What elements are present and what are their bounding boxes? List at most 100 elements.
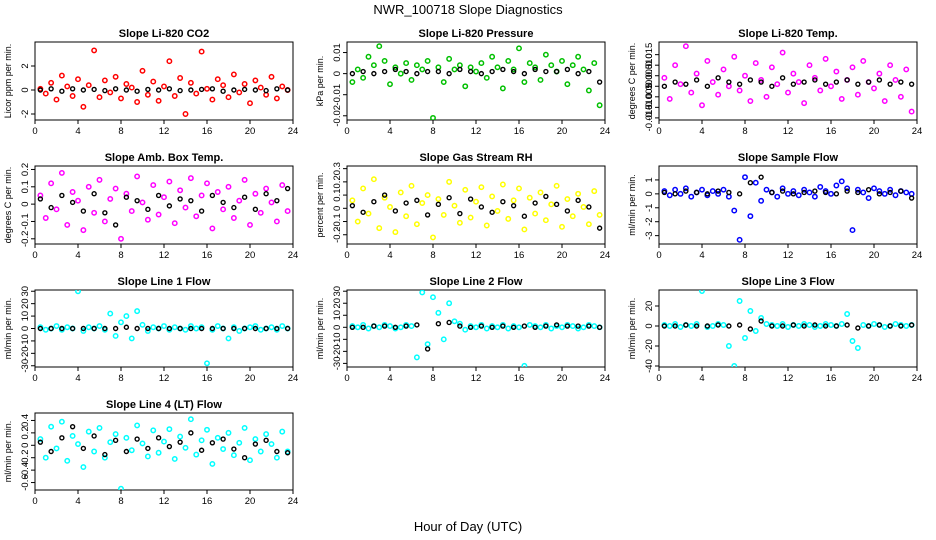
x-tick-label: 20: [869, 373, 880, 384]
mean-point: [553, 68, 560, 75]
data-point: [268, 199, 275, 206]
data-point: [682, 43, 689, 50]
mean-point: [155, 435, 162, 441]
data-point: [144, 328, 151, 334]
data-point: [516, 324, 522, 331]
y-tick-label: -30: [332, 357, 343, 371]
data-point: [123, 81, 130, 87]
data-point: [833, 182, 840, 189]
x-tick-label: 24: [912, 373, 923, 384]
data-point: [209, 225, 216, 232]
data-point: [682, 185, 689, 192]
mean-point: [123, 324, 130, 330]
y-tick-label: -2: [20, 110, 31, 118]
mean-point: [822, 81, 829, 87]
data-point: [521, 362, 528, 367]
data-point: [236, 89, 243, 96]
mean-point: [779, 75, 786, 81]
data-point: [349, 79, 356, 86]
data-point: [887, 186, 894, 193]
data-point: [42, 454, 49, 461]
data-point: [720, 186, 727, 193]
y-tick-label: -1: [644, 204, 655, 212]
mean-point: [865, 79, 872, 85]
data-point: [704, 58, 711, 64]
mean-point: [424, 68, 431, 75]
mean-point: [220, 199, 226, 206]
y-tick-label: 0: [20, 326, 31, 331]
mean-point: [80, 325, 87, 332]
data-point: [166, 178, 173, 185]
y-tick-label: -20: [20, 346, 31, 360]
mean-point: [898, 79, 904, 85]
data-point: [790, 70, 797, 77]
plot-frame: [34, 41, 294, 121]
mean-point: [102, 210, 108, 216]
mean-point: [887, 81, 893, 87]
x-tick-label: 0: [656, 126, 661, 137]
data-point: [553, 182, 560, 189]
data-point: [742, 174, 748, 181]
y-tick-label: -0.2: [332, 227, 343, 243]
y-tick-label: -0.1: [332, 213, 343, 229]
data-point: [693, 70, 700, 77]
mean-point: [381, 68, 388, 75]
data-point: [709, 79, 716, 86]
data-point: [177, 433, 184, 440]
y-tick-label: -40: [644, 359, 655, 373]
data-point: [548, 325, 555, 332]
mean-point: [457, 66, 463, 73]
mean-point: [263, 325, 269, 332]
mean-point: [500, 66, 506, 73]
mean-point: [112, 325, 119, 332]
data-point: [134, 99, 141, 105]
data-point: [193, 325, 200, 332]
data-point: [187, 175, 194, 182]
mean-point: [908, 322, 915, 328]
data-point: [591, 188, 598, 195]
mean-point: [683, 322, 689, 328]
x-tick-label: 16: [202, 126, 213, 137]
mean-point: [833, 79, 840, 85]
mean-point: [683, 81, 689, 87]
data-point: [177, 187, 184, 194]
y-axis-label: ml/min per min.: [627, 174, 637, 236]
mean-point: [198, 447, 205, 453]
mean-point: [510, 324, 517, 330]
mean-point: [715, 322, 721, 328]
y-axis-label: ml/min per min.: [627, 298, 637, 360]
y-axis-label: Licor ppm per min.: [3, 44, 13, 119]
data-point: [64, 221, 71, 228]
y-tick-label: -0.015: [644, 104, 655, 131]
data-point: [440, 211, 447, 218]
data-point: [451, 202, 458, 209]
data-point: [101, 218, 108, 225]
plot-frame: [658, 165, 918, 245]
data-point: [419, 66, 426, 73]
mean-point: [489, 68, 495, 75]
mean-point: [467, 324, 474, 330]
y-tick-label: 10: [332, 310, 343, 321]
data-point: [123, 190, 130, 197]
data-point: [887, 62, 894, 69]
data-point: [91, 209, 98, 216]
mean-point: [403, 323, 409, 329]
mean-point: [769, 189, 775, 196]
data-point: [193, 213, 200, 220]
data-point: [204, 360, 210, 367]
y-axis-label: percent per min.: [315, 172, 325, 237]
mean-point: [188, 197, 194, 204]
y-tick-label: -0.6: [20, 474, 31, 490]
mean-point: [596, 225, 603, 231]
data-point: [241, 81, 248, 87]
mean-point: [381, 192, 388, 198]
mean-point: [779, 188, 786, 194]
data-point: [881, 324, 888, 330]
data-point: [903, 66, 910, 73]
data-point: [155, 97, 162, 104]
data-point: [42, 215, 49, 221]
y-axis-label: ml/min per min.: [3, 298, 13, 360]
data-points: [37, 169, 291, 242]
mean-point: [457, 210, 463, 217]
